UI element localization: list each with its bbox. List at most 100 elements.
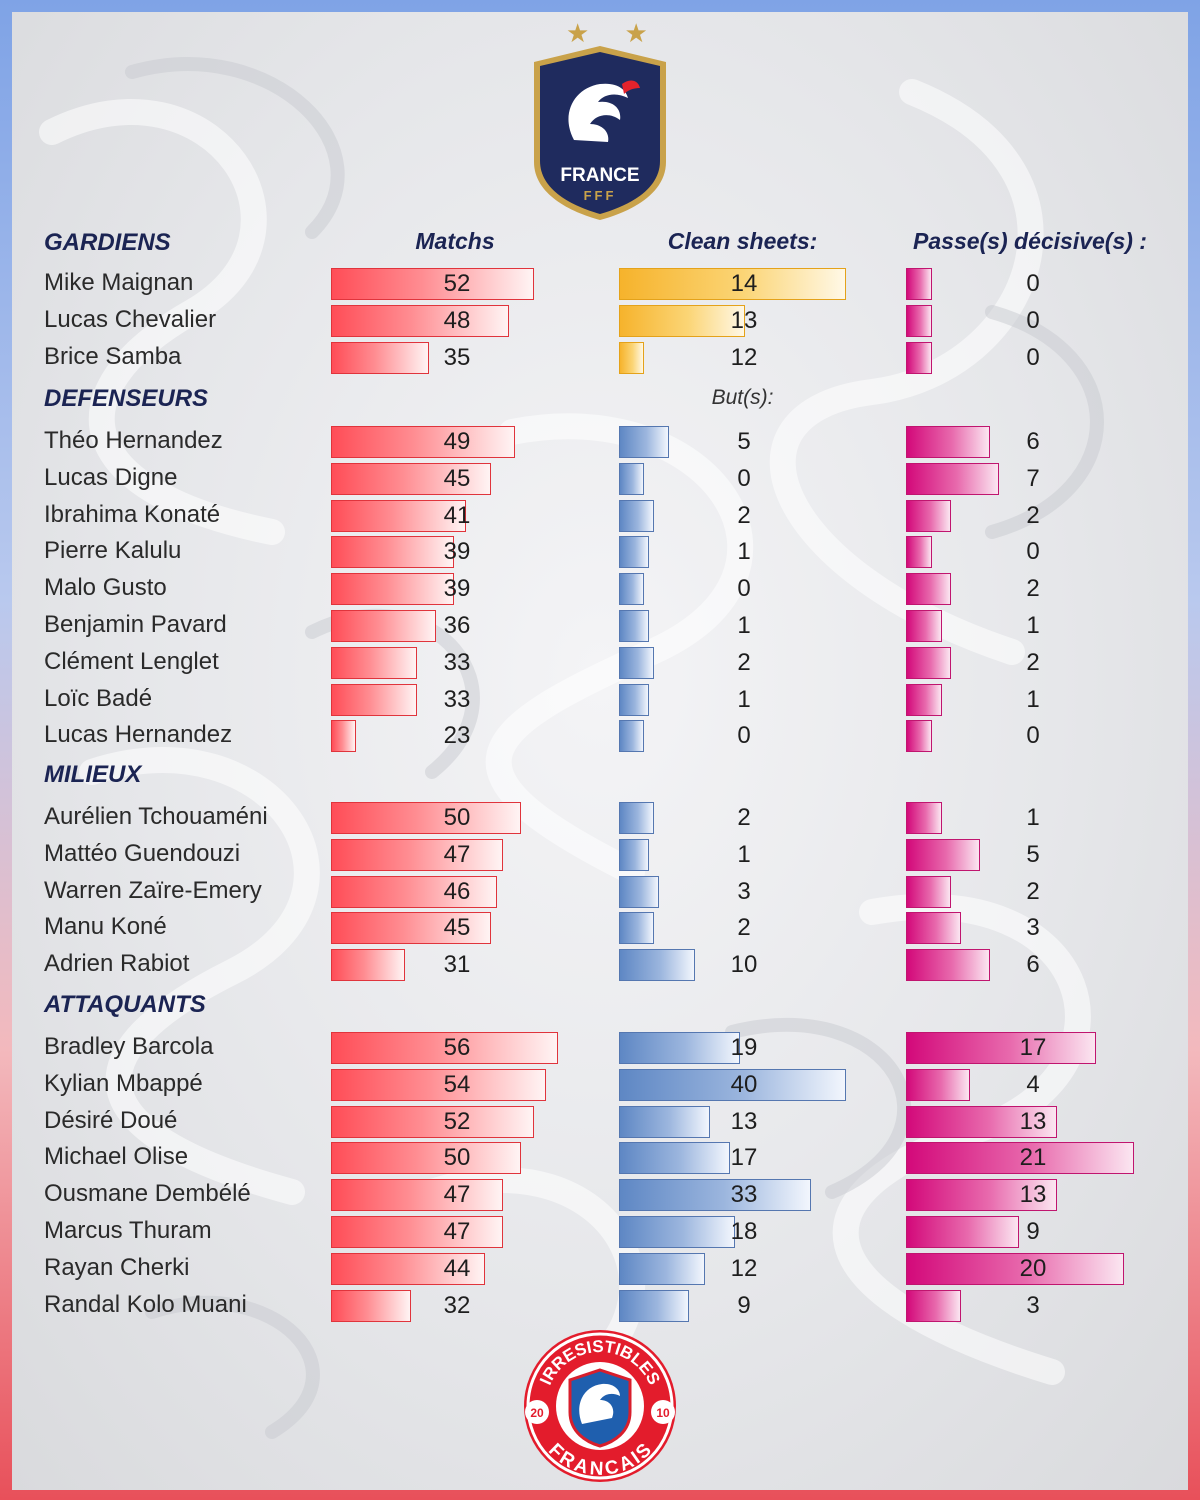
goals-value: 17 [730, 1144, 758, 1172]
assists-value: 13 [1019, 1181, 1047, 1209]
goals-bar [619, 1142, 730, 1175]
matches-bar [331, 646, 418, 679]
goals-bar [619, 499, 655, 532]
assists-value: 5 [1026, 840, 1040, 868]
assists-value: 2 [1026, 648, 1040, 676]
goals-value: 5 [737, 428, 751, 455]
matches-value: 32 [443, 1291, 471, 1319]
player-name: Loïc Badé [44, 684, 153, 712]
matches-value: 31 [443, 951, 471, 979]
matches-value: 54 [443, 1070, 471, 1098]
assists-value: 3 [1026, 914, 1040, 942]
matches-value: 39 [443, 538, 471, 566]
goals-bar [619, 610, 650, 642]
assists-value: 9 [1026, 1218, 1040, 1245]
goals-bar [619, 426, 670, 458]
player-name: Brice Samba [44, 342, 182, 370]
matches-bar [331, 802, 522, 834]
player-name: Ousmane Dembélé [44, 1180, 251, 1208]
goals-value: 18 [730, 1218, 758, 1245]
player-name: Marcus Thuram [44, 1217, 212, 1244]
goals-bar [619, 875, 660, 908]
assists-bar [906, 683, 942, 716]
assists-bar [906, 536, 932, 569]
goals-bar [619, 912, 655, 945]
player-name: Mike Maignan [44, 269, 194, 296]
player-name: Rayan Cherki [44, 1253, 190, 1281]
irresistibles-francais-logo: IRRESISTIBLES FRANCAIS 20 10 [524, 1330, 676, 1482]
goals-value: 1 [737, 685, 751, 713]
header-assists: Passe(s) décisive(s) : [913, 228, 1147, 254]
player-name: Lucas Hernandez [44, 721, 233, 749]
goals-bar [619, 720, 644, 753]
goals-value: 1 [737, 538, 751, 566]
assists-bar [906, 268, 932, 300]
player-name: Pierre Kalulu [44, 537, 182, 565]
goals-value: 0 [737, 464, 751, 492]
player-name: Clément Lenglet [44, 647, 219, 675]
goals-value: 33 [730, 1181, 758, 1209]
goals-bar [619, 1032, 740, 1064]
assists-bar [906, 499, 952, 532]
matches-value: 47 [443, 1218, 471, 1245]
goals-value: 19 [730, 1034, 758, 1061]
matches-bar [331, 426, 516, 458]
stars-icon: ★ ★ [566, 18, 662, 48]
matches-value: 56 [443, 1034, 471, 1061]
assists-bar [906, 1068, 971, 1101]
matches-value: 33 [443, 685, 471, 713]
matches-bar [331, 875, 497, 908]
matches-value: 41 [443, 501, 471, 529]
assists-bar [906, 573, 952, 606]
matches-value: 50 [443, 804, 471, 831]
matches-bar [331, 536, 454, 569]
player-name: Manu Koné [44, 913, 167, 941]
goals-bar [619, 838, 650, 871]
goals-value: 2 [737, 648, 751, 676]
assists-bar [906, 610, 942, 642]
matches-value: 50 [443, 1144, 471, 1172]
player-name: Kylian Mbappé [44, 1069, 203, 1097]
assists-value: 1 [1026, 804, 1040, 831]
goals-bar [619, 646, 655, 679]
goals-value: 13 [730, 1107, 758, 1135]
assists-value: 2 [1026, 575, 1040, 603]
matches-value: 52 [443, 1107, 471, 1135]
matches-value: 45 [443, 914, 471, 942]
matches-bar [331, 1105, 534, 1138]
assists-value: 1 [1026, 685, 1040, 713]
section-title-milieux: MILIEUX [44, 761, 142, 788]
player-name: Adrien Rabiot [44, 950, 190, 978]
goals-value: 1 [737, 612, 751, 639]
fff-logo: FRANCE FFF [534, 46, 666, 220]
assists-bar [906, 720, 932, 753]
matches-value: 47 [443, 840, 471, 868]
goals-bar [619, 1179, 811, 1212]
matches-bar [331, 1179, 503, 1212]
assists-value: 3 [1026, 1291, 1040, 1319]
goals-bar [619, 1216, 735, 1248]
matches-bar [331, 268, 534, 300]
matches-bar [331, 499, 467, 532]
player-name: Théo Hernandez [44, 427, 223, 454]
goals-value: 3 [737, 877, 751, 905]
assists-value: 20 [1019, 1254, 1047, 1282]
assists-bar [906, 304, 932, 337]
goals-value: 0 [737, 722, 751, 750]
header-clean-sheets: Clean sheets: [667, 228, 818, 254]
goals-value: 10 [730, 951, 758, 979]
matches-value: 49 [443, 428, 471, 455]
goals-bar [619, 802, 655, 834]
logo-year-right: 10 [656, 1406, 670, 1420]
assists-bar [906, 875, 952, 908]
player-name: Aurélien Tchouaméni [44, 803, 268, 830]
player-name: Bradley Barcola [44, 1033, 214, 1060]
assists-value: 6 [1026, 951, 1040, 979]
goals-bar [619, 1105, 710, 1138]
clean-sheets-value: 13 [730, 306, 758, 334]
matches-bar [331, 1252, 485, 1285]
player-name: Mattéo Guendouzi [44, 839, 241, 867]
assists-bar [906, 1142, 1134, 1175]
header-matches: Matchs [415, 228, 495, 254]
